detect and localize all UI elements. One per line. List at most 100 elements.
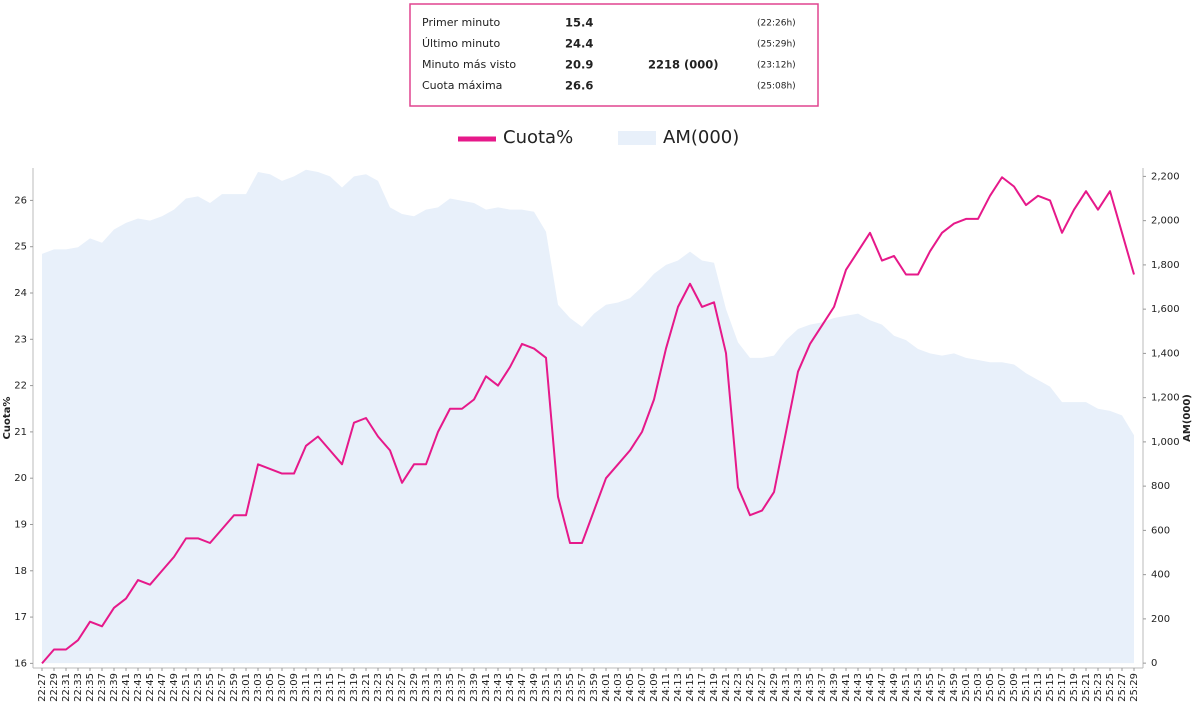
x-tick-label: 23:41 xyxy=(481,673,492,702)
x-tick-label: 22:27 xyxy=(37,673,48,702)
x-tick-label: 23:05 xyxy=(265,673,276,702)
x-tick-label: 23:09 xyxy=(289,673,300,702)
info-label: Minuto más visto xyxy=(422,58,516,71)
x-tick-label: 23:01 xyxy=(241,673,252,702)
x-tick-label: 23:35 xyxy=(445,673,456,702)
x-tick-label: 23:27 xyxy=(397,673,408,702)
x-tick-label: 23:07 xyxy=(277,673,288,702)
x-tick-label: 23:51 xyxy=(541,673,552,702)
x-tick-label: 22:57 xyxy=(217,673,228,702)
x-tick-label: 22:29 xyxy=(49,673,60,702)
line xyxy=(41,176,1135,665)
x-tick-label: 24:39 xyxy=(829,673,840,702)
y2-tick-label: 1,400 xyxy=(1151,348,1180,359)
x-tick-label: 22:37 xyxy=(97,673,108,702)
x-tick-label: 24:55 xyxy=(925,673,936,702)
x-tick-label: 25:15 xyxy=(1045,673,1056,702)
info-value: 20.9 xyxy=(565,58,593,72)
x-tick-label: 24:21 xyxy=(721,673,732,702)
x-tick-label: 24:05 xyxy=(625,673,636,702)
y2-tick-label: 200 xyxy=(1151,614,1170,625)
y2-tick-label: 0 xyxy=(1151,658,1157,669)
x-tick-label: 23:45 xyxy=(505,673,516,702)
y-axis-title: Cuota% xyxy=(2,397,13,440)
info-label: Último minuto xyxy=(422,37,500,50)
y2-axis-title: AM(000) xyxy=(1182,394,1193,442)
x-tick-label: 24:11 xyxy=(661,673,672,702)
x-tick-label: 23:25 xyxy=(385,673,396,702)
info-extra: 2218 (000) xyxy=(648,58,719,72)
y2-tick-label: 2,000 xyxy=(1151,216,1180,227)
x-tick-label: 23:11 xyxy=(301,673,312,702)
x-tick-label: 22:39 xyxy=(109,673,120,702)
x-tick-label: 24:03 xyxy=(613,673,624,702)
x-tick-label: 23:49 xyxy=(529,673,540,702)
x-tick-label: 23:37 xyxy=(457,673,468,702)
y2-tick-label: 1,800 xyxy=(1151,260,1180,271)
x-tick-label: 24:41 xyxy=(841,673,852,702)
x-tick-label: 24:49 xyxy=(889,673,900,702)
x-tick-label: 23:23 xyxy=(373,673,384,702)
x-tick-label: 24:59 xyxy=(949,673,960,702)
x-tick-label: 25:07 xyxy=(997,673,1008,702)
y-tick-label: 18 xyxy=(14,566,27,577)
y2-tick-label: 1,200 xyxy=(1151,393,1180,404)
x-tick-label: 23:39 xyxy=(469,673,480,702)
info-time: (25:08h) xyxy=(757,82,796,92)
x-tick-label: 24:27 xyxy=(757,673,768,702)
x-tick-label: 24:43 xyxy=(853,673,864,702)
y-tick-label: 16 xyxy=(14,658,27,669)
x-tick-label: 25:13 xyxy=(1033,673,1044,702)
x-tick-label: 22:35 xyxy=(85,673,96,702)
x-tick-label: 24:09 xyxy=(649,673,660,702)
x-tick-label: 23:13 xyxy=(313,673,324,702)
info-time: (23:12h) xyxy=(757,61,796,71)
x-tick-label: 24:13 xyxy=(673,673,684,702)
x-tick-label: 25:03 xyxy=(973,673,984,702)
x-tick-label: 23:19 xyxy=(349,673,360,702)
info-value: 26.6 xyxy=(565,79,593,93)
x-tick-label: 24:57 xyxy=(937,673,948,702)
y-tick-label: 19 xyxy=(14,519,27,530)
x-tick-label: 24:53 xyxy=(913,673,924,702)
x-tick-label: 23:29 xyxy=(409,673,420,702)
x-tick-label: 24:25 xyxy=(745,673,756,702)
x-tick-label: 25:27 xyxy=(1117,673,1128,702)
x-tick-label: 22:33 xyxy=(73,673,84,702)
x-tick-label: 23:03 xyxy=(253,673,264,702)
info-time: (25:29h) xyxy=(757,40,796,50)
x-tick-label: 22:45 xyxy=(145,673,156,702)
x-tick-label: 22:55 xyxy=(205,673,216,702)
y-tick-label: 17 xyxy=(14,612,27,623)
x-tick-label: 24:45 xyxy=(865,673,876,702)
x-tick-label: 23:47 xyxy=(517,673,528,702)
y2-tick-label: 1,000 xyxy=(1151,437,1180,448)
x-tick-label: 24:37 xyxy=(817,673,828,702)
y2-tick-label: 2,200 xyxy=(1151,171,1180,182)
x-tick-label: 22:49 xyxy=(169,673,180,702)
x-tick-label: 23:59 xyxy=(589,673,600,702)
x-tick-label: 23:17 xyxy=(337,673,348,702)
x-tick-label: 24:17 xyxy=(697,673,708,702)
x-tick-label: 25:23 xyxy=(1093,673,1104,702)
x-tick-label: 25:01 xyxy=(961,673,972,702)
x-tick-label: 24:23 xyxy=(733,673,744,702)
y-tick-label: 26 xyxy=(14,195,27,206)
y-tick-label: 20 xyxy=(14,473,27,484)
info-time: (22:26h) xyxy=(757,19,796,29)
x-tick-label: 25:11 xyxy=(1021,673,1032,702)
x-tick-label: 22:47 xyxy=(157,673,168,702)
x-tick-label: 23:31 xyxy=(421,673,432,702)
x-tick-label: 23:55 xyxy=(565,673,576,702)
x-tick-label: 24:33 xyxy=(793,673,804,702)
x-tick-label: 23:21 xyxy=(361,673,372,702)
x-tick-label: 22:41 xyxy=(121,673,132,702)
y-tick-label: 24 xyxy=(14,288,27,299)
x-tick-label: 25:09 xyxy=(1009,673,1020,702)
x-tick-label: 25:29 xyxy=(1129,673,1140,702)
y-tick-label: 21 xyxy=(14,427,27,438)
x-tick-label: 25:17 xyxy=(1057,673,1068,702)
x-tick-label: 22:53 xyxy=(193,673,204,702)
y2-tick-label: 1,600 xyxy=(1151,304,1180,315)
